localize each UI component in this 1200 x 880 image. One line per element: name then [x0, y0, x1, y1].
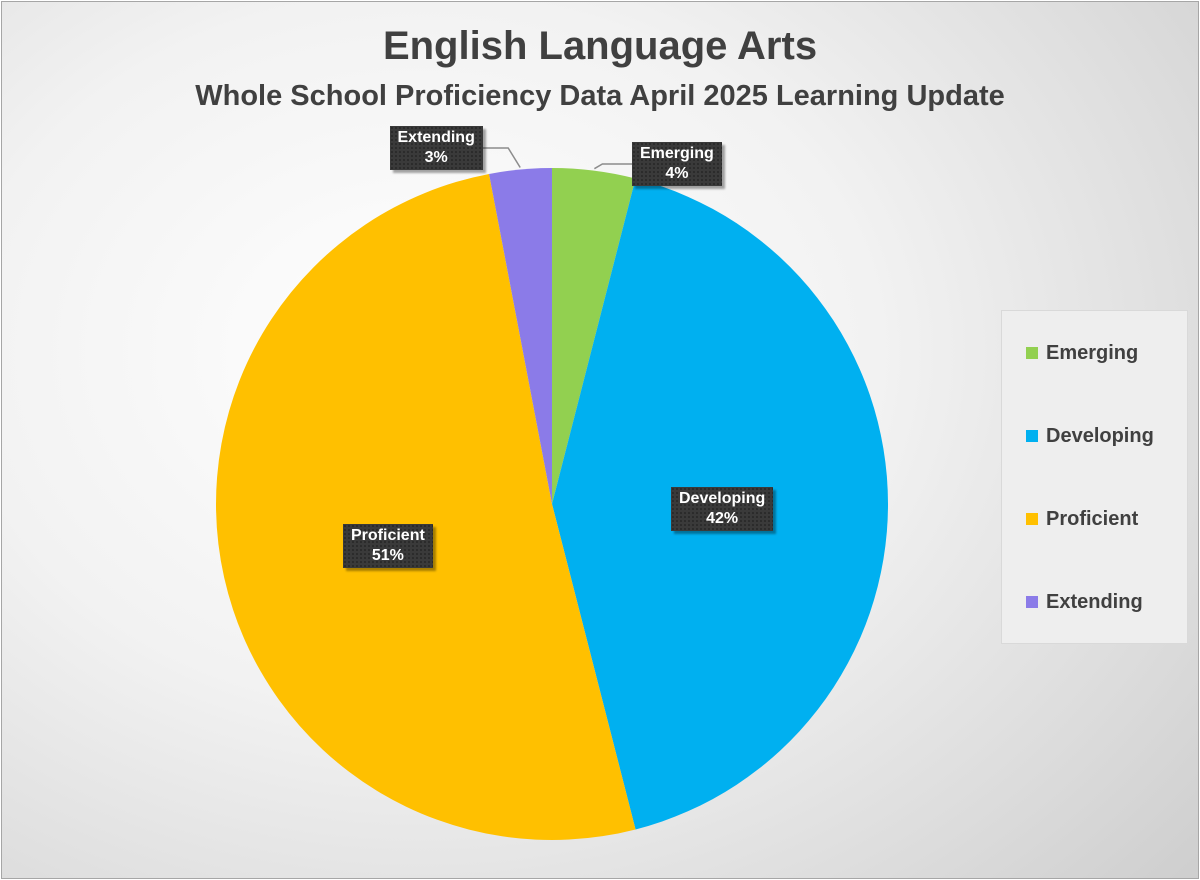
legend-item-proficient: Proficient: [1026, 507, 1138, 531]
data-label-category: Extending: [397, 129, 475, 146]
legend-swatch-emerging: [1026, 347, 1038, 359]
data-label-value: 51%: [371, 547, 404, 564]
legend-swatch-extending: [1026, 596, 1038, 608]
data-label-value: 42%: [706, 510, 739, 527]
legend: Emerging Developing Proficient Extending: [1001, 310, 1188, 644]
chart-subtitle: Whole School Proficiency Data April 2025…: [195, 80, 1005, 112]
pie-slice-proficient: [216, 173, 636, 840]
data-label-value: 3%: [424, 149, 448, 166]
legend-label-proficient: Proficient: [1046, 507, 1139, 530]
chart-title: English Language Arts: [382, 24, 818, 68]
legend-swatch-developing: [1026, 430, 1038, 442]
pie-slice-emerging: [552, 168, 636, 504]
legend-item-emerging: Emerging: [1026, 341, 1138, 365]
legend-item-developing: Developing: [1026, 424, 1154, 448]
data-label-developing: Developing 42%: [671, 487, 774, 531]
data-label-emerging: Emerging 4%: [632, 142, 722, 186]
legend-item-extending: Extending: [1026, 590, 1143, 614]
data-label-proficient: Proficient 51%: [343, 524, 433, 568]
data-label-extending: Extending 3%: [389, 126, 483, 170]
data-label-value: 4%: [665, 165, 689, 182]
leader-line-extending: [482, 147, 521, 168]
data-label-category: Developing: [679, 490, 766, 507]
legend-label-developing: Developing: [1046, 424, 1154, 447]
legend-swatch-proficient: [1026, 513, 1038, 525]
data-label-category: Emerging: [640, 145, 714, 162]
legend-label-emerging: Emerging: [1046, 341, 1139, 364]
legend-label-extending: Extending: [1046, 590, 1143, 613]
leader-line-emerging: [593, 163, 632, 170]
data-label-category: Proficient: [351, 527, 425, 544]
pie-slice-extending: [489, 168, 552, 504]
